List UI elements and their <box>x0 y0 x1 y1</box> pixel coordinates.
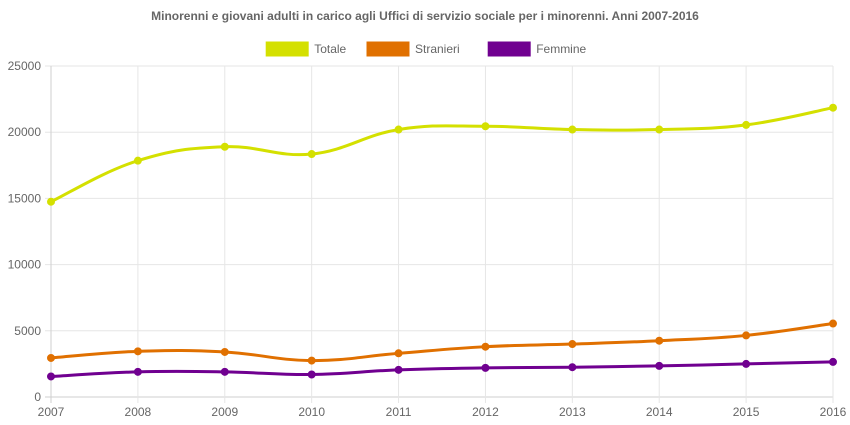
legend-swatch-stranieri <box>366 41 410 57</box>
x-tick-label: 2009 <box>211 405 238 419</box>
data-point-femmine <box>568 363 577 372</box>
y-tick-label: 20000 <box>8 125 42 139</box>
data-point-stranieri <box>829 319 837 328</box>
data-point-stranieri <box>568 340 577 349</box>
x-tick-label: 2007 <box>38 405 65 419</box>
y-tick-label: 25000 <box>8 59 42 73</box>
x-tick-label: 2014 <box>646 405 673 419</box>
y-tick-label: 0 <box>34 390 41 404</box>
data-point-femmine <box>481 363 490 372</box>
data-point-stranieri <box>133 347 142 356</box>
data-point-stranieri <box>220 347 229 356</box>
data-point-totale <box>47 197 55 206</box>
data-point-femmine <box>655 361 664 370</box>
data-point-femmine <box>394 365 403 374</box>
legend-label: Stranieri <box>415 42 460 56</box>
data-point-stranieri <box>394 349 403 358</box>
x-tick-label: 2012 <box>472 405 499 419</box>
data-point-stranieri <box>655 336 664 345</box>
data-point-stranieri <box>47 353 55 362</box>
data-point-totale <box>220 142 229 151</box>
x-tick-label: 2016 <box>820 405 847 419</box>
axes: 0 5000 10000 15000 20000 25000 2007 2008 2009 201… <box>8 59 847 419</box>
legend-swatch-femmine <box>487 41 531 57</box>
x-tick-label: 2011 <box>386 405 412 419</box>
data-point-totale <box>133 156 142 165</box>
series-line-stranieri <box>50 322 834 363</box>
series-line-femmine <box>50 360 834 378</box>
data-point-femmine <box>829 357 837 366</box>
legend-label: Totale <box>314 42 346 56</box>
x-tick-label: 2015 <box>733 405 760 419</box>
legend-label: Femmine <box>536 42 586 56</box>
data-point-totale <box>394 125 403 134</box>
data-point-totale <box>829 103 837 112</box>
series-lines <box>47 103 837 381</box>
legend-swatch-totale <box>265 41 309 57</box>
data-point-stranieri <box>307 356 316 365</box>
y-tick-label: 10000 <box>8 258 42 272</box>
legend: Totale Stranieri Femmine <box>265 41 587 57</box>
data-point-stranieri <box>742 331 751 340</box>
x-tick-label: 2013 <box>559 405 586 419</box>
chart-title: Minorenni e giovani adulti in carico agl… <box>151 9 699 23</box>
data-point-femmine <box>742 359 751 368</box>
data-point-totale <box>481 122 490 131</box>
data-point-totale <box>655 125 664 134</box>
data-point-totale <box>742 120 751 129</box>
data-point-femmine <box>133 367 142 376</box>
data-point-stranieri <box>481 342 490 351</box>
x-tick-label: 2008 <box>125 405 152 419</box>
x-tick-label: 2010 <box>298 405 325 419</box>
data-point-femmine <box>307 370 316 379</box>
gridlines <box>45 65 834 403</box>
y-tick-label: 5000 <box>14 324 41 338</box>
data-point-totale <box>307 150 316 159</box>
data-point-totale <box>568 125 577 134</box>
data-point-femmine <box>220 367 229 376</box>
series-line-totale <box>50 106 834 204</box>
y-tick-label: 15000 <box>8 191 42 205</box>
data-point-femmine <box>47 372 55 381</box>
